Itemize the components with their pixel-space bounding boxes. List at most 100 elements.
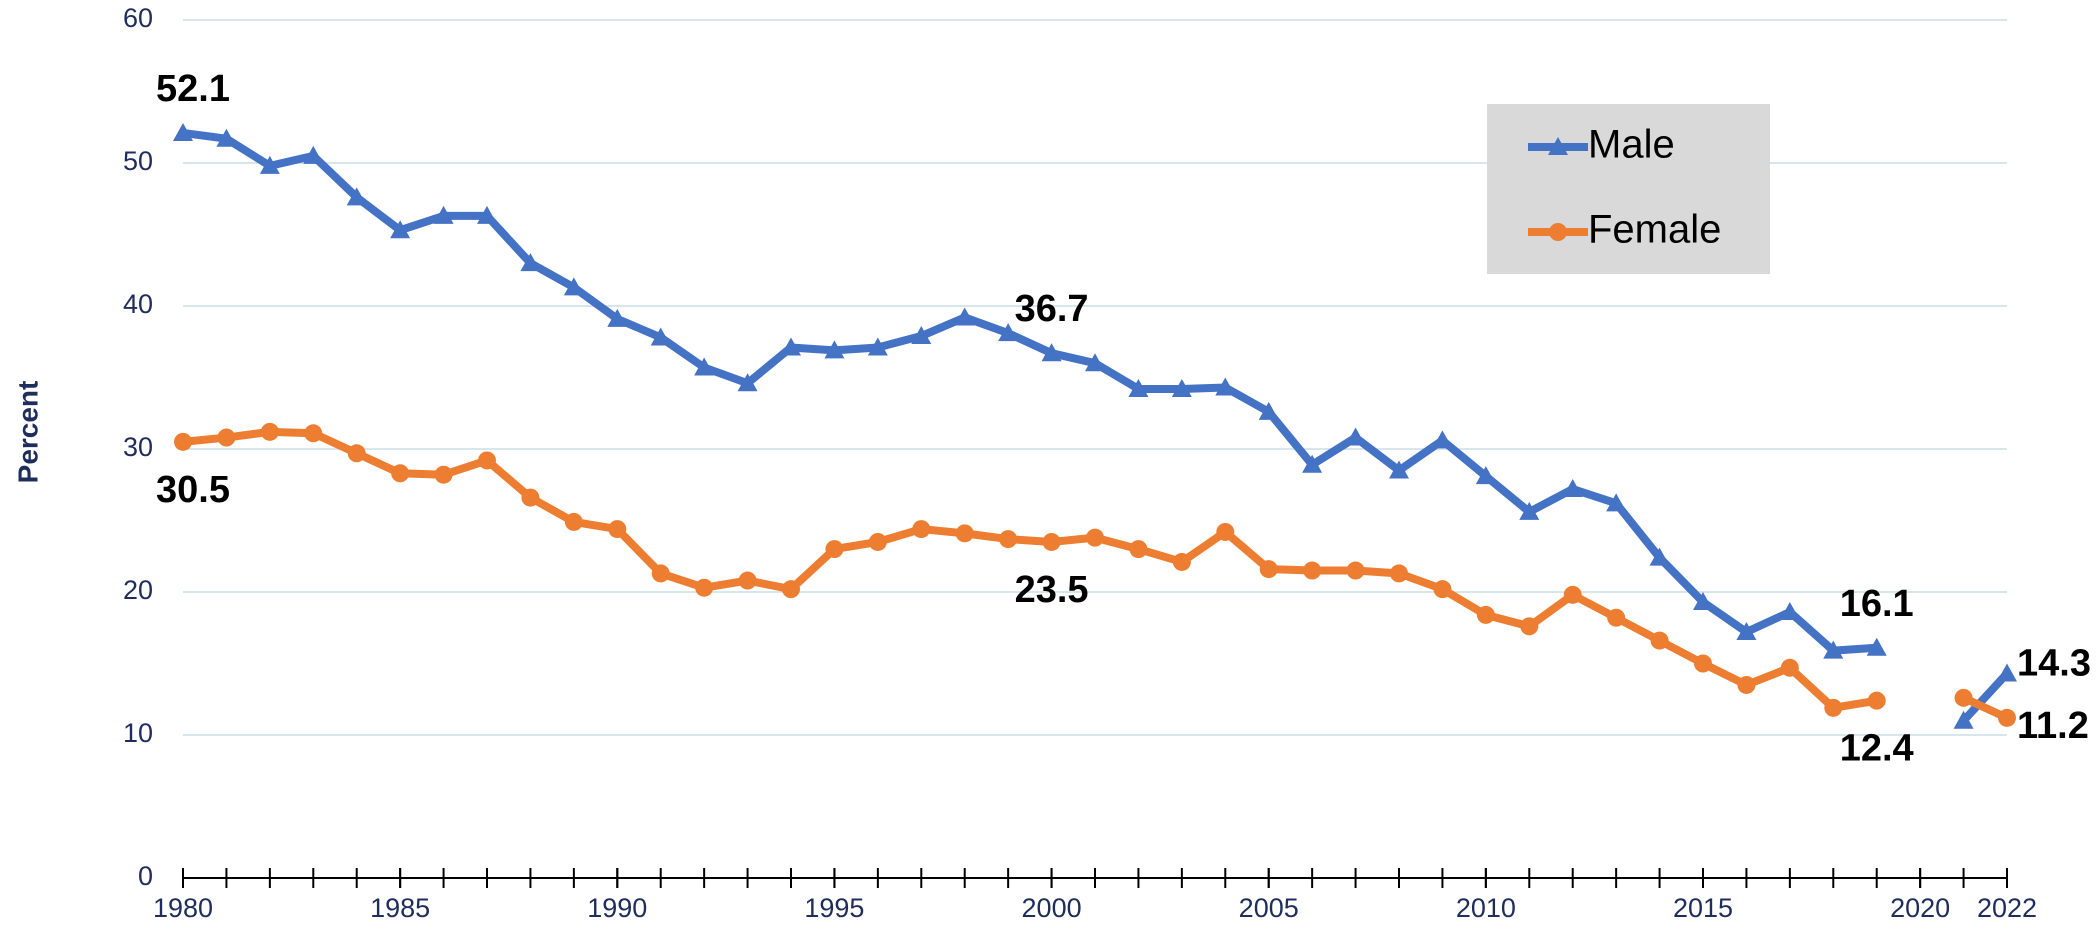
marker <box>1998 708 2016 727</box>
marker <box>651 564 670 583</box>
data-label: 12.4 <box>1840 728 1914 770</box>
x-tick-label: 2020 <box>1890 893 1950 923</box>
marker <box>260 422 279 441</box>
marker <box>1389 460 1409 479</box>
marker <box>390 220 411 239</box>
marker <box>1867 691 1886 710</box>
marker <box>1303 561 1322 580</box>
marker <box>1216 522 1235 541</box>
marker <box>174 432 192 451</box>
marker <box>1824 698 1843 717</box>
marker <box>304 424 323 443</box>
marker <box>564 512 583 531</box>
marker <box>1520 617 1539 636</box>
marker <box>1548 137 1568 155</box>
marker <box>782 580 800 599</box>
marker <box>738 571 757 590</box>
marker <box>1823 640 1844 659</box>
marker <box>434 465 453 484</box>
legend: Male Female <box>1487 104 1770 274</box>
y-tick-label: 10 <box>123 718 153 748</box>
data-label: 14.3 <box>2017 643 2091 685</box>
marker <box>217 428 236 447</box>
marker <box>1475 466 1496 485</box>
marker <box>912 520 931 539</box>
data-label: 11.2 <box>2017 705 2089 747</box>
x-tick-label: 2010 <box>1456 893 1516 923</box>
marker <box>1779 602 1800 621</box>
marker <box>1562 479 1583 498</box>
marker <box>1694 654 1712 673</box>
marker <box>955 524 974 543</box>
marker <box>346 187 367 206</box>
x-tick-label: 1990 <box>587 893 647 923</box>
data-label: 52.1 <box>156 68 230 110</box>
marker <box>607 308 628 327</box>
x-tick-label: 1985 <box>370 893 430 923</box>
y-tick-label: 20 <box>123 575 153 605</box>
marker <box>433 205 454 224</box>
marker <box>1302 454 1323 473</box>
marker <box>1606 493 1627 512</box>
marker <box>1346 561 1365 580</box>
y-tick-label: 40 <box>123 289 153 319</box>
marker <box>694 357 715 376</box>
marker <box>259 155 280 174</box>
marker <box>1215 377 1236 396</box>
y-axis-label: Percent <box>12 381 43 484</box>
marker <box>911 326 932 345</box>
marker <box>1476 605 1495 624</box>
marker <box>563 277 584 296</box>
marker <box>1736 622 1757 641</box>
data-label: 36.7 <box>1015 288 1089 330</box>
marker <box>999 530 1018 549</box>
data-label: 16.1 <box>1840 583 1914 625</box>
y-tick-label: 0 <box>138 861 153 891</box>
marker <box>1953 710 1974 729</box>
marker <box>954 307 975 326</box>
marker <box>1433 580 1452 599</box>
marker <box>998 323 1019 342</box>
marker <box>1866 637 1887 656</box>
marker <box>1737 675 1756 694</box>
marker <box>650 327 671 346</box>
marker <box>1650 631 1669 650</box>
marker <box>1432 430 1453 449</box>
x-tick-label: 2022 <box>1977 893 2037 923</box>
marker <box>1693 592 1713 611</box>
marker <box>1042 532 1061 551</box>
marker <box>1390 564 1408 583</box>
marker <box>1649 547 1670 566</box>
marker <box>1085 353 1105 372</box>
marker <box>173 122 193 141</box>
marker <box>1258 401 1279 420</box>
marker <box>1172 552 1191 571</box>
marker <box>868 532 887 551</box>
legend-box <box>1487 104 1770 274</box>
marker <box>1954 688 1973 707</box>
marker <box>391 464 410 483</box>
data-label: 30.5 <box>156 469 230 511</box>
y-tick-label: 60 <box>123 3 153 33</box>
marker <box>1259 560 1278 579</box>
x-tick-label: 2015 <box>1673 893 1733 923</box>
marker <box>1128 378 1149 397</box>
x-tick-label: 1995 <box>804 893 864 923</box>
marker <box>520 253 541 272</box>
marker <box>1997 663 2017 682</box>
marker <box>1780 658 1799 677</box>
marker <box>1519 501 1540 520</box>
marker <box>347 444 366 463</box>
marker <box>1549 223 1567 241</box>
y-tick-label: 30 <box>123 432 153 462</box>
marker <box>695 578 714 597</box>
marker <box>1171 378 1192 397</box>
x-tick-label: 2000 <box>1022 893 1082 923</box>
marker <box>608 520 627 539</box>
marker <box>216 128 237 147</box>
marker <box>521 488 540 507</box>
legend-label: Male <box>1588 123 1675 167</box>
data-label: 23.5 <box>1015 569 1089 611</box>
marker <box>477 205 497 224</box>
